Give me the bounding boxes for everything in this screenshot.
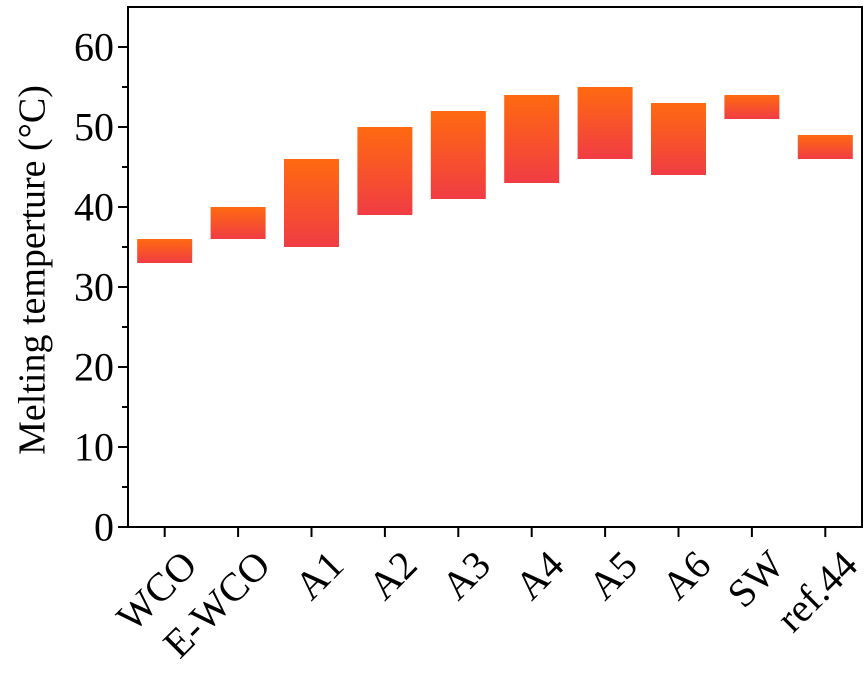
plot-frame [127, 6, 863, 528]
range-bar [651, 103, 706, 175]
y-tick-label: 50 [74, 105, 114, 150]
x-tick-label: A6 [653, 542, 719, 608]
y-tick-label: 10 [74, 425, 114, 470]
range-bar [357, 127, 413, 215]
y-tick-label: 40 [74, 185, 114, 230]
range-bar [724, 95, 780, 119]
range-bar [137, 239, 193, 263]
y-tick-label: 20 [74, 345, 114, 390]
range-bar [797, 135, 853, 159]
range-bar [430, 111, 486, 199]
y-axis-label: Melting temperture (°C) [12, 85, 54, 455]
y-tick-label: 60 [74, 25, 114, 70]
x-tick-label: A3 [433, 542, 499, 608]
x-tick-label: A1 [286, 542, 352, 608]
y-tick-label: 0 [94, 505, 114, 550]
y-tick-label: 30 [74, 265, 114, 310]
range-bar [577, 87, 633, 159]
x-tick-label: A4 [506, 542, 572, 608]
range-bar [284, 159, 339, 247]
x-tick-label: A2 [359, 542, 425, 608]
range-bar [210, 207, 266, 239]
range-bar [504, 95, 560, 183]
x-tick-label: ref.44 [767, 542, 866, 641]
x-tick-label: A5 [579, 542, 645, 608]
